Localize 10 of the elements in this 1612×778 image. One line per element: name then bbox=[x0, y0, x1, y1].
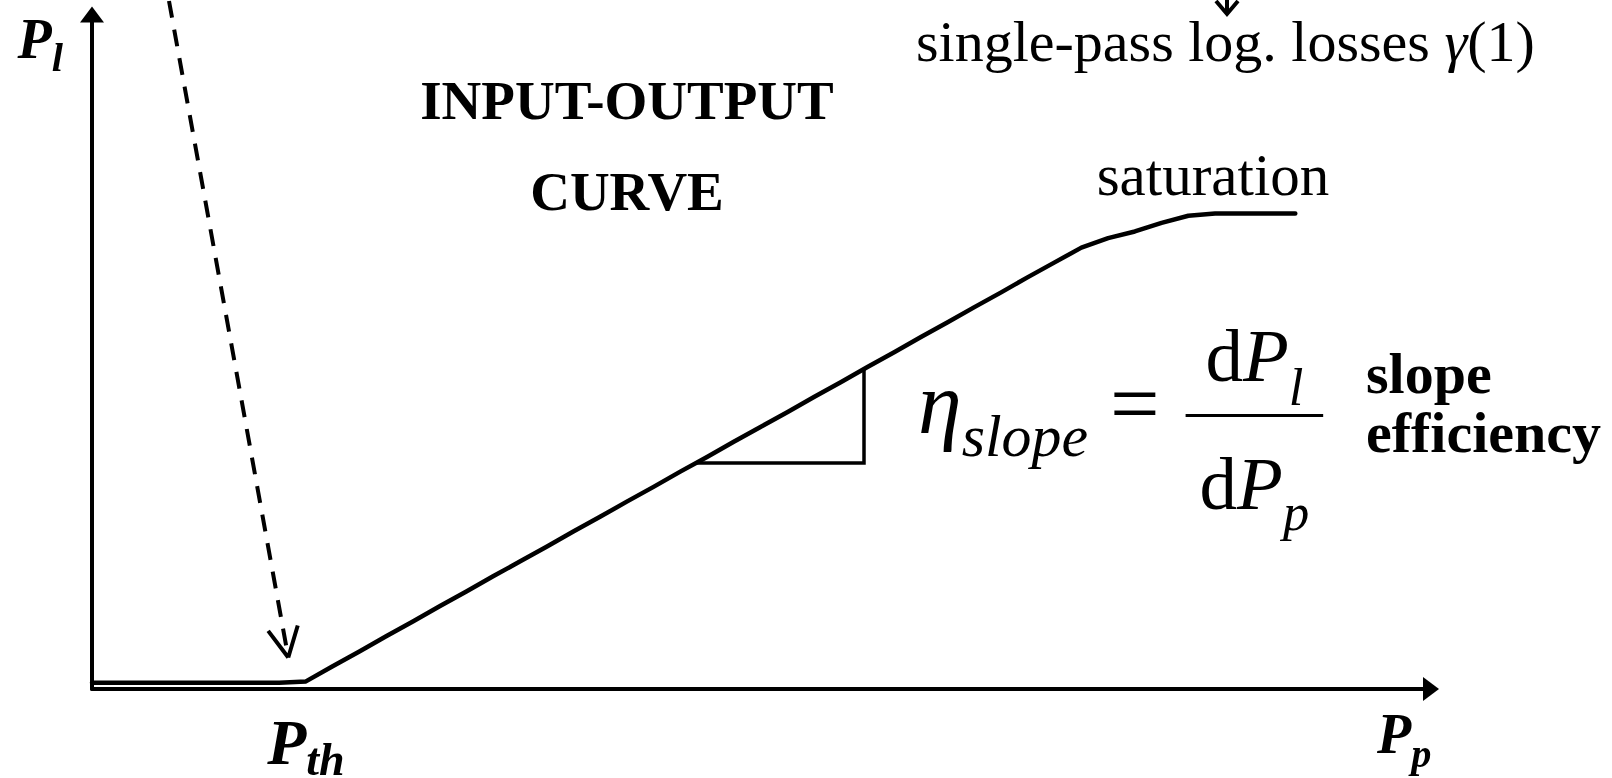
annotation: dP$_{p}$ bbox=[1199, 442, 1310, 541]
annotation: dP$_{l}$ bbox=[1205, 314, 1304, 416]
annotation: η$_{slope}$ = bbox=[918, 355, 1160, 469]
text: P$_{th}$ bbox=[266, 707, 345, 778]
text: saturation bbox=[1096, 142, 1330, 208]
annotation: slope efficiency bbox=[1366, 341, 1603, 465]
y-axis-title: P$_{l}$ bbox=[16, 8, 64, 80]
text: single-pass log. losses γ(1) bbox=[916, 9, 1535, 74]
x-axis-title: P$_{p}$ bbox=[1376, 703, 1432, 776]
chart-title: INPUT-OUTPUT CURVE bbox=[419, 69, 835, 224]
